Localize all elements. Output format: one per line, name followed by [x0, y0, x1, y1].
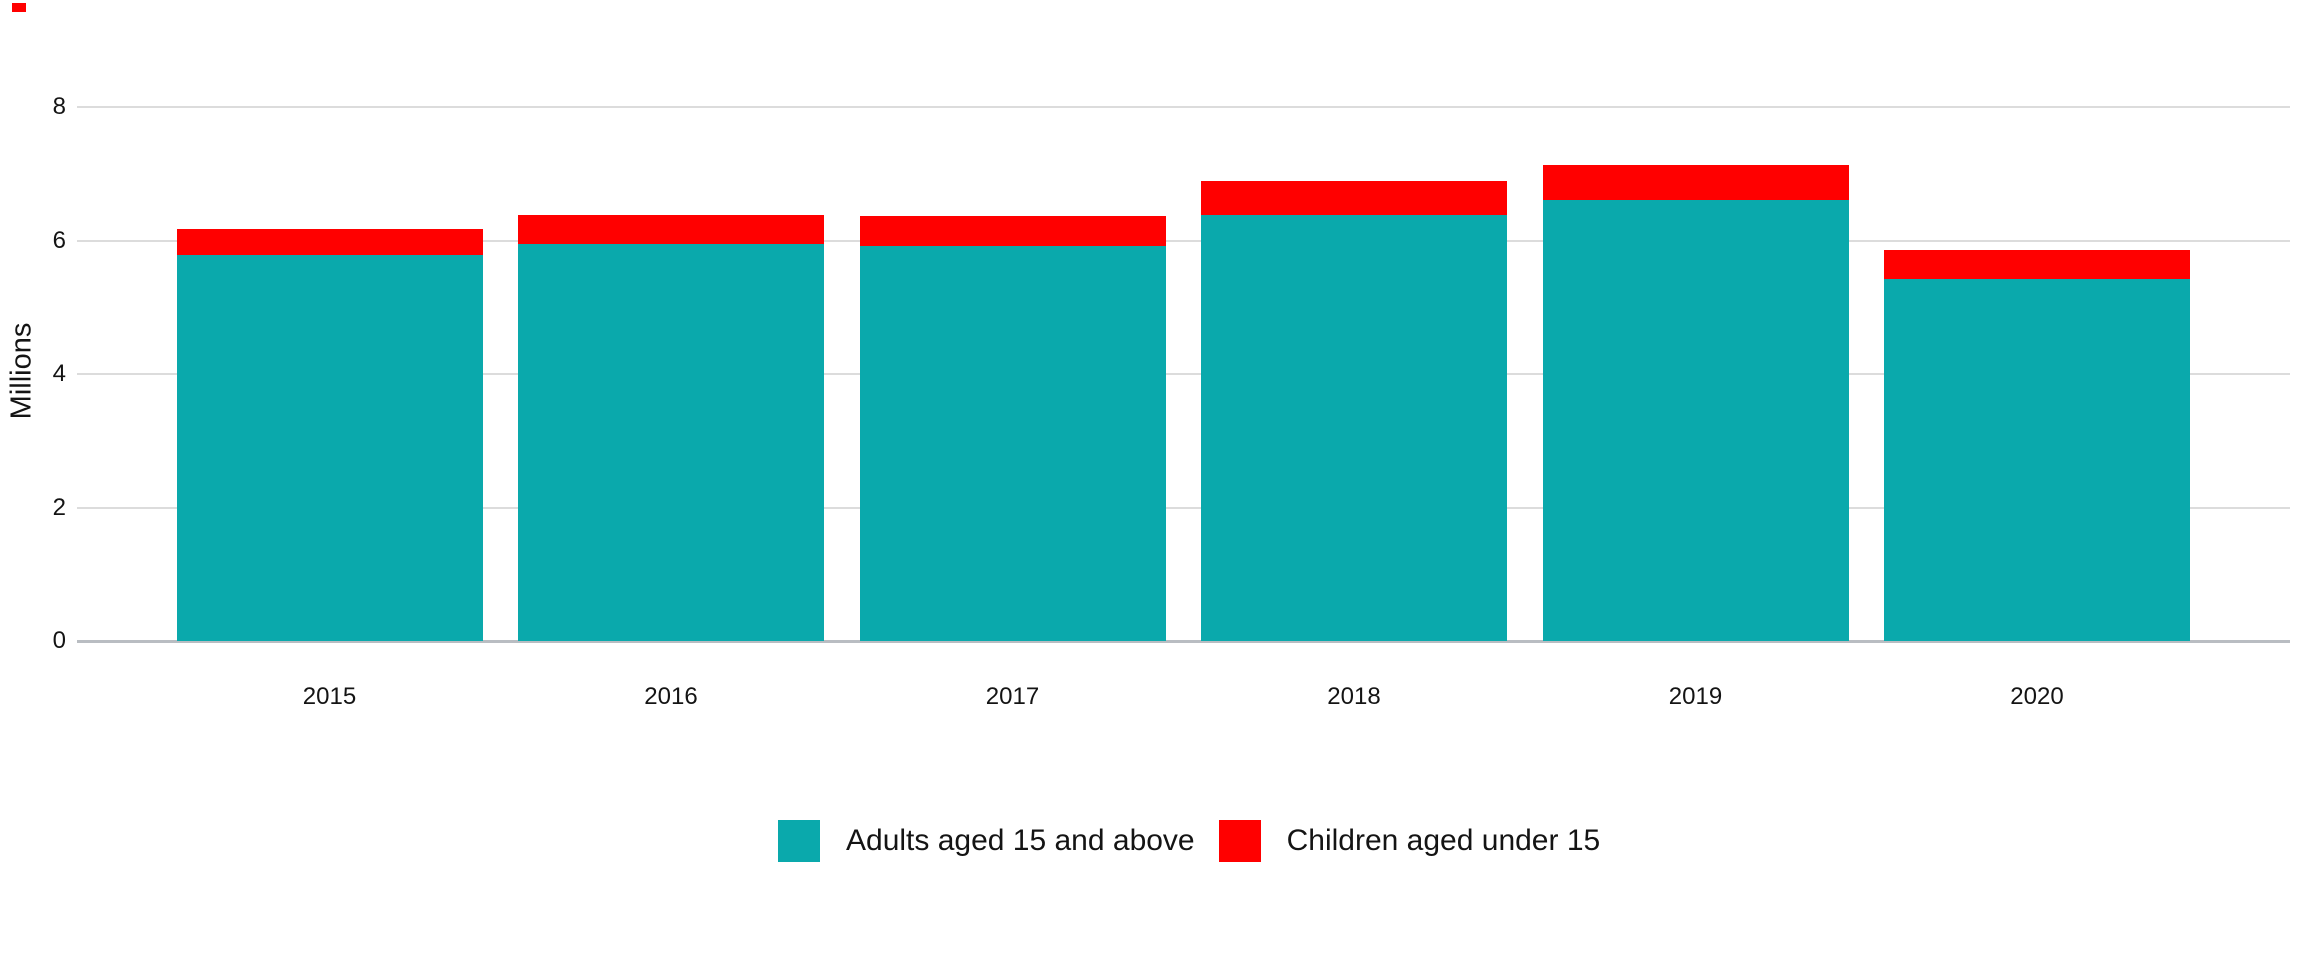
bar-2020-children-segment[interactable]	[1884, 250, 2190, 279]
y-axis-tick-label-2: 2	[52, 493, 66, 521]
legend-item-adults[interactable]: Adults aged 15 and above	[778, 820, 1195, 862]
y-axis-tick-label-6: 6	[52, 226, 66, 254]
x-axis-label-2018: 2018	[1327, 683, 1381, 710]
x-axis-label-2019: 2019	[1668, 683, 1723, 710]
bar-2020-adults-segment[interactable]	[1884, 278, 2190, 641]
bar-2018-children-segment[interactable]	[1201, 180, 1507, 215]
gridline-y-0	[77, 640, 2290, 643]
legend-label: Adults aged 15 and above	[846, 824, 1195, 857]
y-axis-tick-label-0: 0	[52, 627, 66, 654]
bar-2016-adults-segment[interactable]	[518, 244, 824, 641]
stray-red-mark	[12, 3, 26, 12]
bar-2016-children-segment[interactable]	[518, 215, 824, 245]
legend-swatch-icon	[1218, 820, 1261, 862]
bar-2015-adults-segment[interactable]	[176, 255, 483, 641]
bar-2015-children-segment[interactable]	[176, 229, 483, 256]
bar-2017-adults-segment[interactable]	[859, 246, 1166, 641]
gridline-y-2	[77, 506, 2290, 509]
bar-2019-children-segment[interactable]	[1542, 165, 1849, 201]
x-axis-label-2016: 2016	[644, 683, 698, 710]
legend-label: Children aged under 15	[1286, 824, 1601, 857]
bar-2019-adults-segment[interactable]	[1542, 200, 1849, 641]
gridline-y-4	[77, 373, 2290, 376]
y-axis-tick-label-8: 8	[52, 93, 66, 121]
gridline-y-8	[77, 106, 2290, 109]
legend: Adults aged 15 and above Children aged un…	[778, 818, 1624, 864]
x-axis-label-2020: 2020	[2010, 683, 2064, 710]
legend-swatch-icon	[778, 820, 820, 862]
bar-2018-adults-segment[interactable]	[1201, 214, 1507, 641]
y-axis-tick-label-4: 4	[52, 360, 66, 388]
x-axis-label-2017: 2017	[985, 683, 1040, 710]
legend-item-children[interactable]: Children aged under 15	[1218, 820, 1601, 862]
gridline-y-6	[77, 239, 2290, 242]
bar-2017-children-segment[interactable]	[859, 216, 1166, 247]
x-axis-label-2015: 2015	[302, 683, 357, 710]
y-axis-title: Millions	[5, 322, 38, 420]
